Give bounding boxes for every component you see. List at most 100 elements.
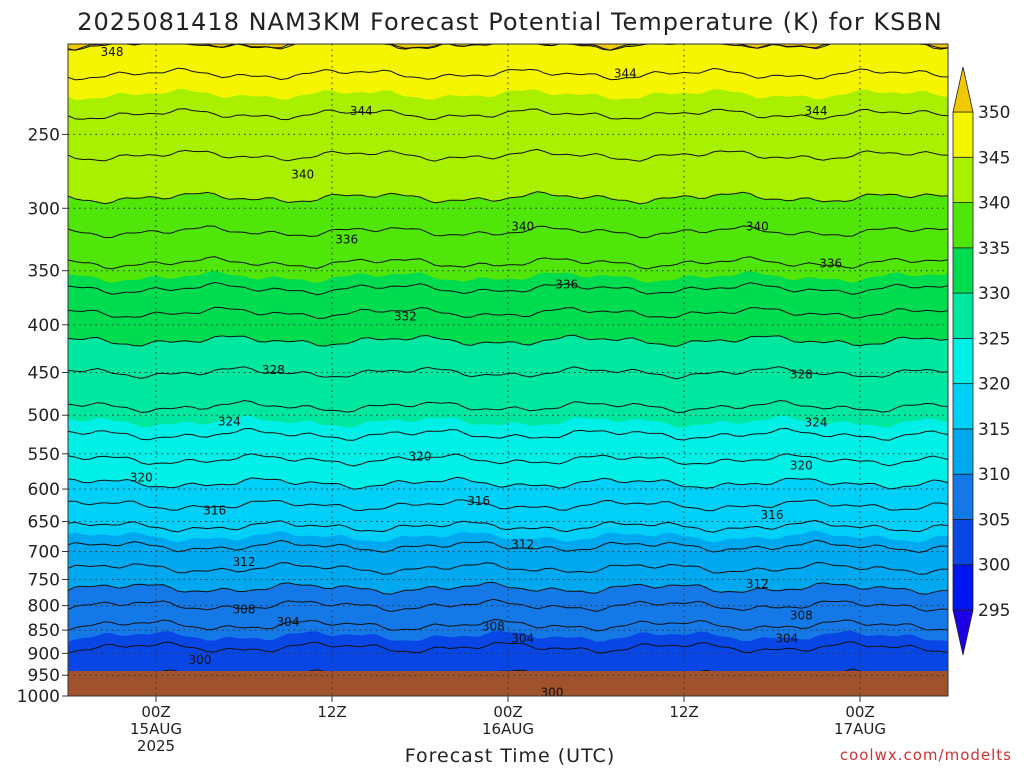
colorbar-tick-label: 345 <box>978 148 1010 168</box>
contour-316 <box>67 519 949 533</box>
contour-label: 304 <box>775 632 798 646</box>
colorbar-tick-label: 340 <box>978 194 1010 214</box>
contour-314 <box>67 539 949 554</box>
colorbar-swatch-320 <box>952 337 974 385</box>
colorbar-swatch-295 <box>952 564 974 611</box>
contour-308 <box>67 598 949 613</box>
colorbar-tick-label: 315 <box>978 420 1010 440</box>
y-tick-label: 550 <box>28 445 60 465</box>
contour-label: 344 <box>614 66 637 80</box>
contour-label: 340 <box>511 220 534 234</box>
x-tick-label: 12Z <box>669 703 698 721</box>
y-tick-label: 800 <box>28 597 60 617</box>
colorbar-tick-label: 330 <box>978 284 1010 304</box>
credit-text: coolwx.com/modelts <box>840 746 1012 764</box>
contour-label: 336 <box>819 257 842 271</box>
contour-label: 312 <box>746 577 769 591</box>
colorbar-swatch-305 <box>952 473 974 520</box>
y-tick-label: 450 <box>28 364 60 384</box>
colorbar-swatch-310 <box>952 428 974 475</box>
contour-334 <box>67 281 949 296</box>
y-tick-label: 900 <box>28 644 60 664</box>
contour-label: 316 <box>203 504 226 518</box>
colorbar-arrow-low <box>952 609 974 656</box>
colorbar-tick-label: 300 <box>978 556 1010 576</box>
y-tick-label: 250 <box>28 125 60 145</box>
colorbar: 295 300 305 310 315 320 325 330 335 340 345 350 <box>952 66 1010 656</box>
x-tick-label: 16AUG <box>482 720 534 738</box>
contour-label: 304 <box>511 632 534 646</box>
contour-label: 304 <box>277 615 300 629</box>
contour-label: 308 <box>233 603 256 617</box>
x-tick-label: 12Z <box>317 703 346 721</box>
contour-label: 336 <box>555 277 578 291</box>
y-tick-label: 350 <box>28 262 60 282</box>
y-tick-label: 750 <box>28 570 60 590</box>
y-tick-label: 850 <box>28 621 60 641</box>
colorbar-swatch-345 <box>952 111 974 158</box>
contour-label: 340 <box>291 167 314 181</box>
contour-label: 328 <box>790 367 813 381</box>
y-tick-label: 650 <box>28 512 60 532</box>
contour-label: 320 <box>409 450 432 464</box>
contour-label: 344 <box>350 104 373 118</box>
colorbar-tick-label: 295 <box>978 601 1010 621</box>
contour-label: 332 <box>394 310 417 324</box>
contour-label: 308 <box>482 619 505 633</box>
contour-328 <box>67 366 949 380</box>
colorbar-tick-label: 350 <box>978 103 1010 123</box>
contour-label: 308 <box>790 609 813 623</box>
y-tick-label: 700 <box>28 543 60 563</box>
contour-label: 324 <box>805 415 828 429</box>
y-tick-label: 600 <box>28 480 60 500</box>
x-tick-label: 15AUG <box>130 720 182 738</box>
x-axis-label: Forecast Time (UTC) <box>405 745 615 767</box>
colorbar-tick-label: 305 <box>978 510 1010 530</box>
y-axis-ticks: 250 300 350 400 450 500 550 600 650 700 750 800 850 9… <box>17 125 68 707</box>
contour-label: 300 <box>189 653 212 667</box>
y-tick-label: 300 <box>28 199 60 219</box>
colorbar-swatch-335 <box>952 202 974 249</box>
y-tick-label: 500 <box>28 406 60 426</box>
contour-324 <box>67 427 949 441</box>
contour-label: 324 <box>218 415 241 429</box>
colorbar-swatch-330 <box>952 247 974 294</box>
x-tick-label: 2025 <box>137 737 175 755</box>
contour-338 <box>67 225 949 239</box>
contour-label: 328 <box>262 363 285 377</box>
contour-label: 316 <box>761 508 784 522</box>
chart-title: 2025081418 NAM3KM Forecast Potential Tem… <box>77 8 942 36</box>
colorbar-arrow-high <box>952 66 974 113</box>
contour-label: 320 <box>790 458 813 472</box>
colorbar-swatch-315 <box>952 383 974 430</box>
contour-label: 300 <box>541 686 564 700</box>
x-tick-label: 00Z <box>845 703 874 721</box>
contour-label: 340 <box>746 220 769 234</box>
y-tick-label: 950 <box>28 666 60 686</box>
contour-320 <box>67 476 949 490</box>
x-tick-label: 00Z <box>141 703 170 721</box>
contour-label: 312 <box>511 538 534 552</box>
contour-312 <box>67 561 949 575</box>
contour-label: 316 <box>467 494 490 508</box>
colorbar-tick-label: 310 <box>978 465 1010 485</box>
colorbar-tick-label: 320 <box>978 375 1010 395</box>
x-tick-label: 17AUG <box>834 720 886 738</box>
contour-318 <box>68 499 949 512</box>
colorbar-swatch-325 <box>952 292 974 339</box>
colorbar-swatch-300 <box>952 519 974 566</box>
contour-label: 348 <box>101 45 124 59</box>
colorbar-swatch-340 <box>952 156 974 203</box>
contour-label: 336 <box>335 232 358 246</box>
x-tick-label: 00Z <box>493 703 522 721</box>
y-tick-label: 1000 <box>17 687 60 707</box>
contour-346 <box>67 67 949 81</box>
colorbar-tick-label: 335 <box>978 239 1010 259</box>
plot-area: 300 300 304 304 304 308 308 308 312 312 312 316 316 3… <box>67 43 949 700</box>
colorbar-tick-label: 325 <box>978 329 1010 349</box>
y-tick-label: 400 <box>28 316 60 336</box>
contour-label: 320 <box>130 470 153 484</box>
contour-310 <box>67 581 949 595</box>
